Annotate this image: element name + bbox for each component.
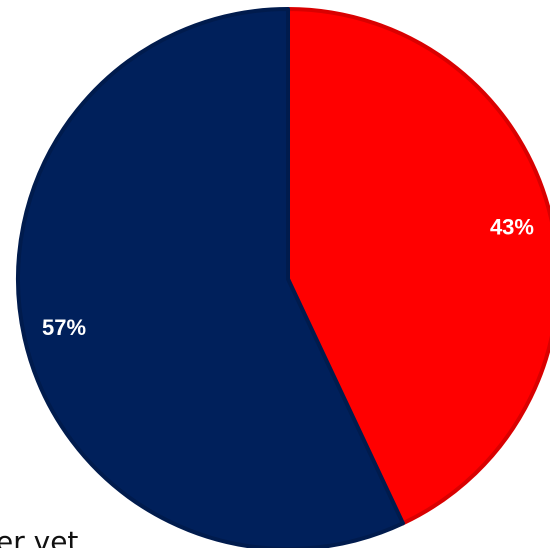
partial-caption-text: er vet: [0, 525, 79, 548]
pie-slice-1: [286, 7, 550, 526]
pie-slice-label-1: 43%: [490, 215, 534, 240]
pie-slice-label-2: 57%: [42, 315, 86, 340]
